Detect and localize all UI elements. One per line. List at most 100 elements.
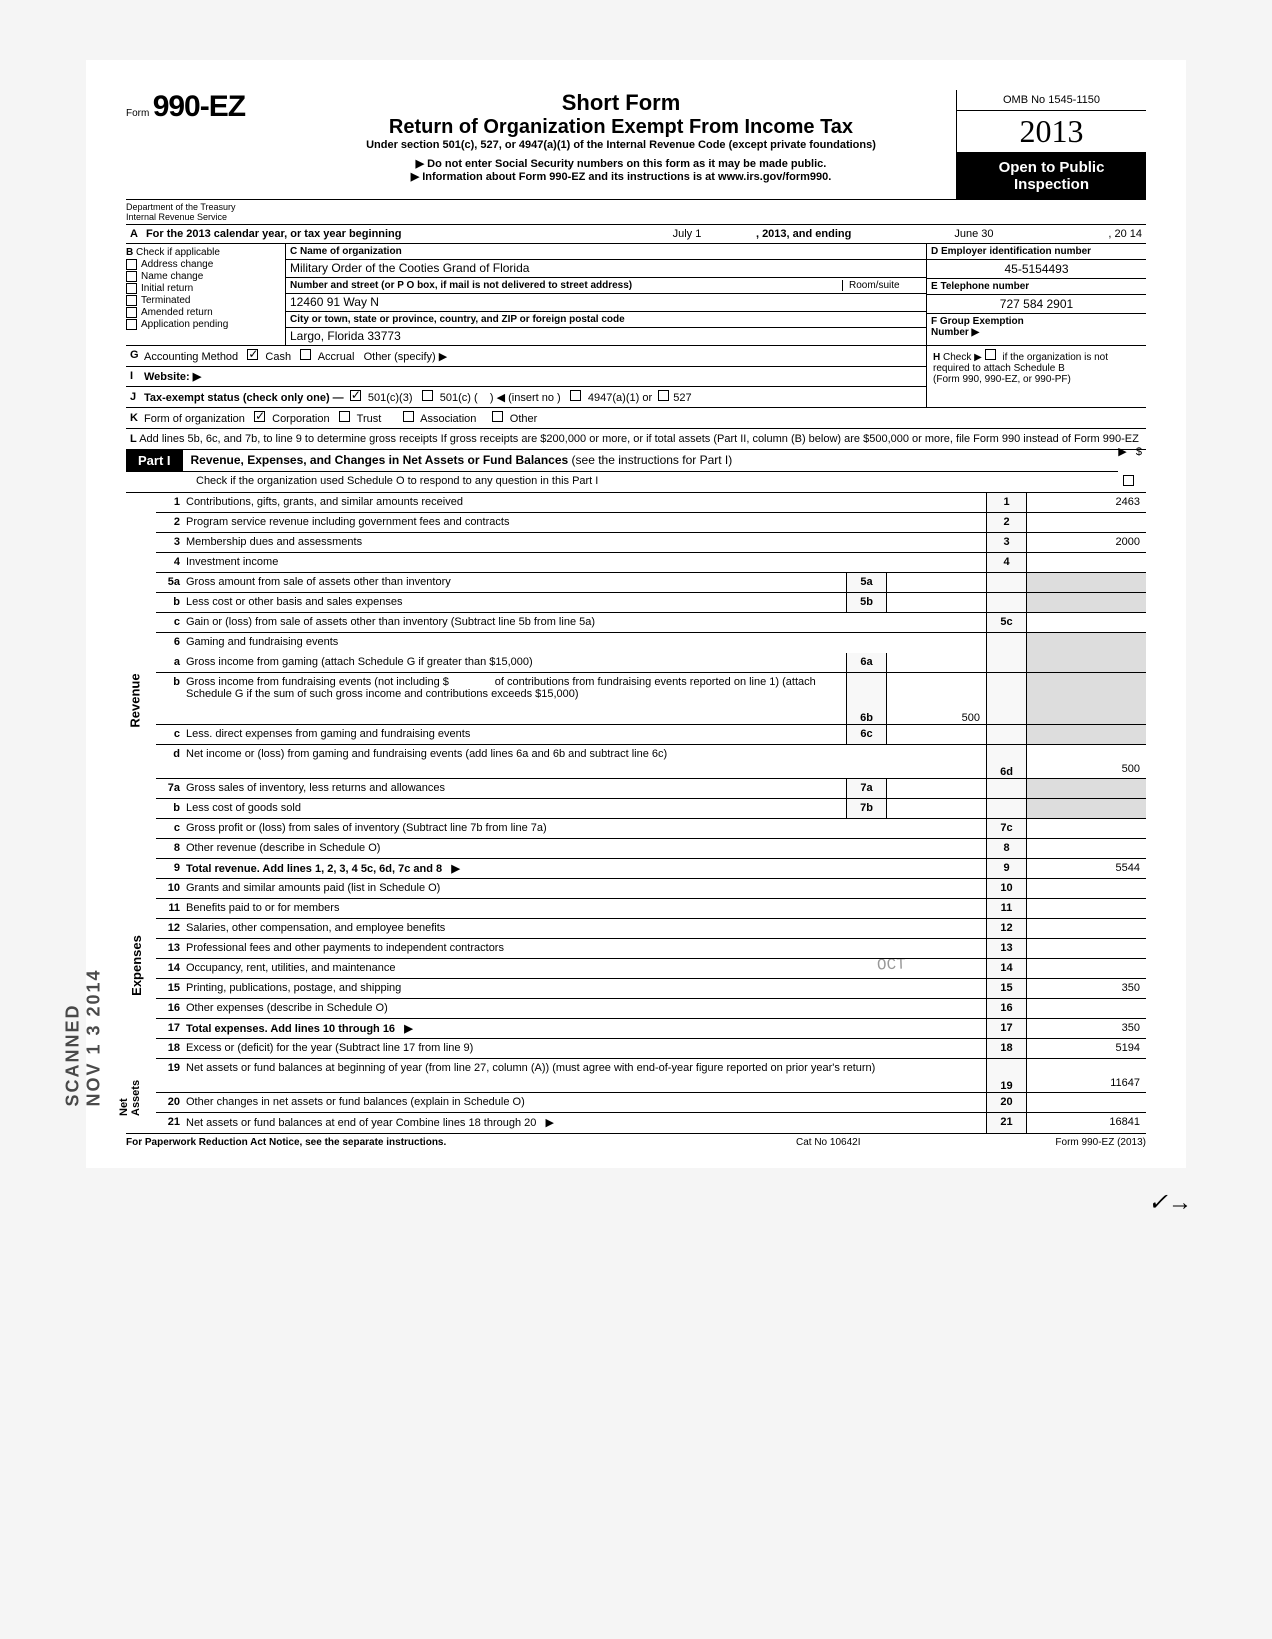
org-city: Largo, Florida 33773 — [286, 328, 926, 345]
line-17: 17 Total expenses. Add lines 10 through … — [156, 1019, 1146, 1039]
chk-trust[interactable] — [339, 411, 350, 422]
chk-accrual[interactable] — [300, 349, 311, 360]
chk-initial-return[interactable] — [126, 283, 137, 294]
line-5a: 5a Gross amount from sale of assets othe… — [156, 573, 1146, 593]
bottom-checkmark: ✓→ — [20, 1168, 1252, 1217]
footer-paperwork: For Paperwork Reduction Act Notice, see … — [126, 1137, 796, 1148]
dept-row: Department of the Treasury Internal Reve… — [126, 200, 1146, 225]
line-3: 3 Membership dues and assessments 3 2000 — [156, 533, 1146, 553]
line-11: 11 Benefits paid to or for members 11 — [156, 899, 1146, 919]
chk-app-pending[interactable] — [126, 319, 137, 330]
title-return: Return of Organization Exempt From Incom… — [294, 116, 948, 139]
line-5b: b Less cost or other basis and sales exp… — [156, 593, 1146, 613]
side-expenses: Expenses — [129, 935, 144, 996]
block-bcd: B Check if applicable Address change Nam… — [126, 244, 1146, 346]
part-1-table: Revenue Expenses Net Assets SCANNED NOV … — [126, 493, 1146, 1133]
label-room: Room/suite — [842, 280, 922, 291]
line-20: 20 Other changes in net assets or fund b… — [156, 1093, 1146, 1113]
stamp-oct: OCT — [877, 956, 906, 975]
chk-527[interactable] — [658, 390, 669, 401]
line-16: 16 Other expenses (describe in Schedule … — [156, 999, 1146, 1019]
chk-name-change[interactable] — [126, 271, 137, 282]
chk-h[interactable] — [985, 349, 996, 360]
title-under: Under section 501(c), 527, or 4947(a)(1)… — [294, 139, 948, 151]
label-d-ein: D Employer identification number — [927, 244, 1146, 260]
footer-formref: Form 990-EZ (2013) — [946, 1137, 1146, 1148]
ein-value: 45-5154493 — [927, 260, 1146, 279]
part-1-title: Revenue, Expenses, and Changes in Net As… — [191, 453, 569, 467]
row-j-tax-status: J Tax-exempt status (check only one) — 5… — [126, 387, 926, 407]
row-i-website: I Website: ▶ — [126, 367, 926, 387]
title-block: Short Form Return of Organization Exempt… — [286, 90, 956, 189]
open-to-public: Open to Public Inspection — [957, 153, 1146, 199]
chk-other-org[interactable] — [492, 411, 503, 422]
form-number: 990-EZ — [153, 90, 245, 123]
part-1-sub: Check if the organization used Schedule … — [126, 472, 1146, 493]
part-1-label: Part I — [126, 450, 183, 471]
stamp-scanned: SCANNED NOV 1 3 2014 — [63, 962, 105, 1107]
line-7b: b Less cost of goods sold 7b — [156, 799, 1146, 819]
line-9: 9 Total revenue. Add lines 1, 2, 3, 4 5c… — [156, 859, 1146, 879]
line-15: 15 Printing, publications, postage, and … — [156, 979, 1146, 999]
line-6c: c Less. direct expenses from gaming and … — [156, 725, 1146, 745]
chk-corporation[interactable] — [254, 411, 265, 422]
title-info: ▶ Information about Form 990-EZ and its … — [294, 170, 948, 183]
chk-4947[interactable] — [570, 390, 581, 401]
line-13: 13 Professional fees and other payments … — [156, 939, 1146, 959]
title-short-form: Short Form — [294, 90, 948, 116]
label-f-group: F Group Exemption Number ▶ — [927, 314, 1146, 340]
page-footer: For Paperwork Reduction Act Notice, see … — [126, 1133, 1146, 1148]
line-14: 14 Occupancy, rent, utilities, and maint… — [156, 959, 1146, 979]
side-revenue: Revenue — [128, 673, 143, 727]
col-b-checkboxes: B Check if applicable Address change Nam… — [126, 244, 286, 345]
line-6a: a Gross income from gaming (attach Sched… — [156, 653, 1146, 673]
right-block: OMB No 1545-1150 2013 Open to Public Ins… — [956, 90, 1146, 199]
line-4: 4 Investment income 4 — [156, 553, 1146, 573]
line-8: 8 Other revenue (describe in Schedule O)… — [156, 839, 1146, 859]
line-6d: d Net income or (loss) from gaming and f… — [156, 745, 1146, 779]
chk-sched-o[interactable] — [1123, 475, 1134, 486]
label-e-phone: E Telephone number — [927, 279, 1146, 295]
phone-value: 727 584 2901 — [927, 295, 1146, 314]
line-6: 6 Gaming and fundraising events — [156, 633, 1146, 653]
row-g-accounting: G Accounting Method Cash Accrual Other (… — [126, 346, 926, 367]
chk-cash[interactable] — [247, 349, 258, 360]
line-7c: c Gross profit or (loss) from sales of i… — [156, 819, 1146, 839]
line-6b: b Gross income from fundraising events (… — [156, 673, 1146, 725]
tax-year: 2013 — [957, 111, 1146, 153]
label-city: City or town, state or province, country… — [290, 314, 625, 325]
form-header: Form 990-EZ Short Form Return of Organiz… — [126, 90, 1146, 200]
chk-address-change[interactable] — [126, 259, 137, 270]
col-d-ein: D Employer identification number 45-5154… — [926, 244, 1146, 345]
side-netassets: Net Assets — [118, 1064, 142, 1116]
line-19: 19 Net assets or fund balances at beginn… — [156, 1059, 1146, 1093]
row-k-form-org: K Form of organization Corporation Trust… — [126, 408, 1146, 429]
line-12: 12 Salaries, other compensation, and emp… — [156, 919, 1146, 939]
chk-association[interactable] — [403, 411, 414, 422]
col-c-org-info: C Name of organization Military Order of… — [286, 244, 926, 345]
line-7a: 7a Gross sales of inventory, less return… — [156, 779, 1146, 799]
part-1-header: Part I Revenue, Expenses, and Changes in… — [126, 450, 1118, 472]
label-addr: Number and street (or P O box, if mail i… — [290, 280, 842, 291]
form-prefix: Form — [126, 108, 149, 119]
line-2: 2 Program service revenue including gove… — [156, 513, 1146, 533]
chk-amended[interactable] — [126, 307, 137, 318]
row-a-tax-year: A For the 2013 calendar year, or tax yea… — [126, 225, 1146, 244]
footer-catno: Cat No 10642I — [796, 1137, 946, 1148]
line-21: 21 Net assets or fund balances at end of… — [156, 1113, 1146, 1133]
line-5c: c Gain or (loss) from sale of assets oth… — [156, 613, 1146, 633]
title-ssn: ▶ Do not enter Social Security numbers o… — [294, 157, 948, 170]
line-1: 1 Contributions, gifts, grants, and simi… — [156, 493, 1146, 513]
chk-501c3[interactable] — [350, 390, 361, 401]
line-10: 10 Grants and similar amounts paid (list… — [156, 879, 1146, 899]
chk-terminated[interactable] — [126, 295, 137, 306]
chk-501c[interactable] — [422, 390, 433, 401]
box-h: H Check ▶ if the organization is not req… — [926, 346, 1146, 407]
year-begin: July 1 — [622, 225, 752, 243]
dept-treasury: Department of the Treasury Internal Reve… — [126, 200, 286, 224]
omb-number: OMB No 1545-1150 — [957, 90, 1146, 111]
row-l-gross-receipts: L Add lines 5b, 6c, and 7b, to line 9 to… — [126, 429, 1146, 450]
org-name: Military Order of the Cooties Grand of F… — [286, 260, 926, 278]
line-18: 18 Excess or (deficit) for the year (Sub… — [156, 1039, 1146, 1059]
form-name-block: Form 990-EZ — [126, 90, 286, 124]
